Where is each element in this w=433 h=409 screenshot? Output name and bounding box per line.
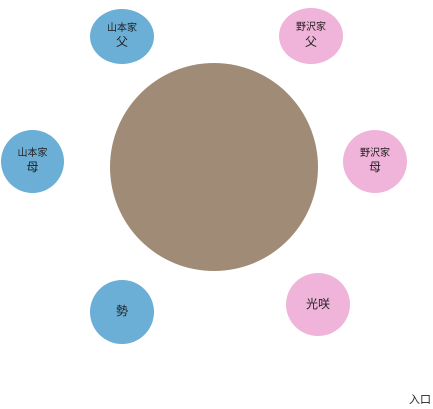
round-table	[110, 63, 318, 271]
seat-family-label: 山本家	[107, 22, 137, 34]
seat-nozawa-father: 野沢家 父	[279, 8, 343, 64]
seat-nozawa-mother: 野沢家 母	[343, 130, 407, 193]
seat-role-label: 母	[26, 160, 39, 175]
seat-mitsuki: 光咲	[286, 273, 350, 336]
seat-sei: 勢	[90, 280, 154, 344]
seat-yamamoto-mother: 山本家 母	[1, 130, 64, 193]
entrance-label: 入口	[409, 393, 431, 406]
seat-role-label: 父	[304, 34, 317, 49]
seat-name-label: 光咲	[305, 296, 330, 311]
seat-role-label: 父	[115, 35, 128, 50]
seat-family-label: 山本家	[17, 147, 48, 159]
seat-family-label: 野沢家	[296, 22, 326, 34]
seat-role-label: 母	[368, 160, 381, 175]
seat-family-label: 野沢家	[360, 147, 390, 159]
seat-yamamoto-father: 山本家 父	[90, 9, 154, 64]
seat-name-label: 勢	[115, 304, 128, 319]
